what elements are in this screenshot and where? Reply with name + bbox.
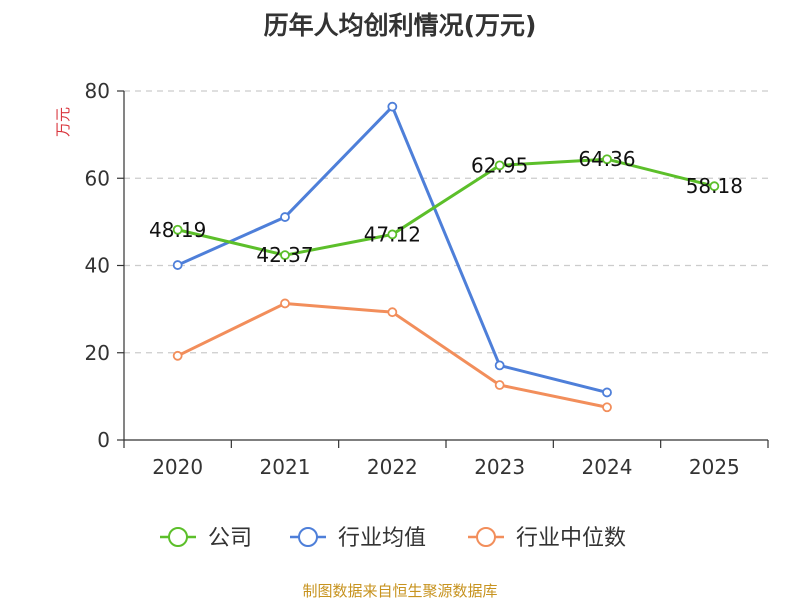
data-point-2-0 <box>172 350 183 361</box>
data-point-2-3 <box>494 380 505 390</box>
x-tick-label-2021: 2021 <box>260 455 311 479</box>
data-point-0-2 <box>387 229 398 240</box>
x-tick-label-2023: 2023 <box>474 455 525 479</box>
y-tick-label: 20 <box>85 341 110 365</box>
series-line-0 <box>177 157 715 257</box>
data-labels: 48.19 42.37 47.12 62.95 64.36 58.18 <box>149 147 743 267</box>
data-point-0-0 <box>172 224 183 235</box>
data-point-1-1 <box>280 212 290 222</box>
data-point-0-1 <box>280 250 290 261</box>
data-source-note: 制图数据来自恒生聚源数据库 <box>302 582 497 600</box>
data-label-2025: 58.18 <box>686 174 743 198</box>
y-tick-label: 40 <box>85 254 110 278</box>
data-label-2020: 48.19 <box>149 218 206 242</box>
x-tick-label-2020: 2020 <box>152 455 203 479</box>
chart-title: 历年人均创利情况(万元) <box>264 11 537 40</box>
data-point-0-3 <box>494 160 505 171</box>
legend-label-2[interactable]: 行业中位数 <box>516 526 626 551</box>
data-point-1-0 <box>172 260 183 270</box>
data-point-2-4 <box>602 402 612 413</box>
legend-marker-1 <box>298 527 318 547</box>
series-line-1 <box>177 105 608 394</box>
series-line-2 <box>177 301 608 409</box>
legend-label-0[interactable]: 公司 <box>208 526 252 551</box>
data-point-1-2 <box>387 101 398 112</box>
y-tick-label: 0 <box>97 428 110 452</box>
data-label-2024: 64.36 <box>578 147 635 171</box>
x-tick-label-2025: 2025 <box>689 455 740 479</box>
legend-marker-0 <box>168 527 188 547</box>
axes: 0 20 40 60 80 2020 2021 2022 2023 2024 2025 <box>85 79 769 479</box>
data-point-0-4 <box>602 154 612 165</box>
data-label-2022: 47.12 <box>364 222 421 246</box>
gridlines <box>124 90 768 354</box>
legend-label-1[interactable]: 行业均值 <box>338 526 426 551</box>
data-point-2-1 <box>280 298 290 309</box>
y-axis-unit-label: 万元 <box>54 107 72 137</box>
legend-marker-2 <box>476 527 496 547</box>
series-lines <box>172 101 720 413</box>
y-tick-label: 80 <box>85 79 110 103</box>
x-tick-label-2024: 2024 <box>582 455 633 479</box>
y-tick-label: 60 <box>85 166 110 190</box>
data-point-1-3 <box>494 360 505 371</box>
legend[interactable]: 公司 行业均值 行业中位数 <box>160 526 626 551</box>
data-label-2021: 42.37 <box>256 243 313 267</box>
data-point-1-4 <box>602 387 612 398</box>
data-point-2-2 <box>387 307 398 318</box>
x-tick-label-2022: 2022 <box>367 455 418 479</box>
data-point-0-5 <box>709 181 720 192</box>
data-label-2023: 62.95 <box>471 153 528 177</box>
